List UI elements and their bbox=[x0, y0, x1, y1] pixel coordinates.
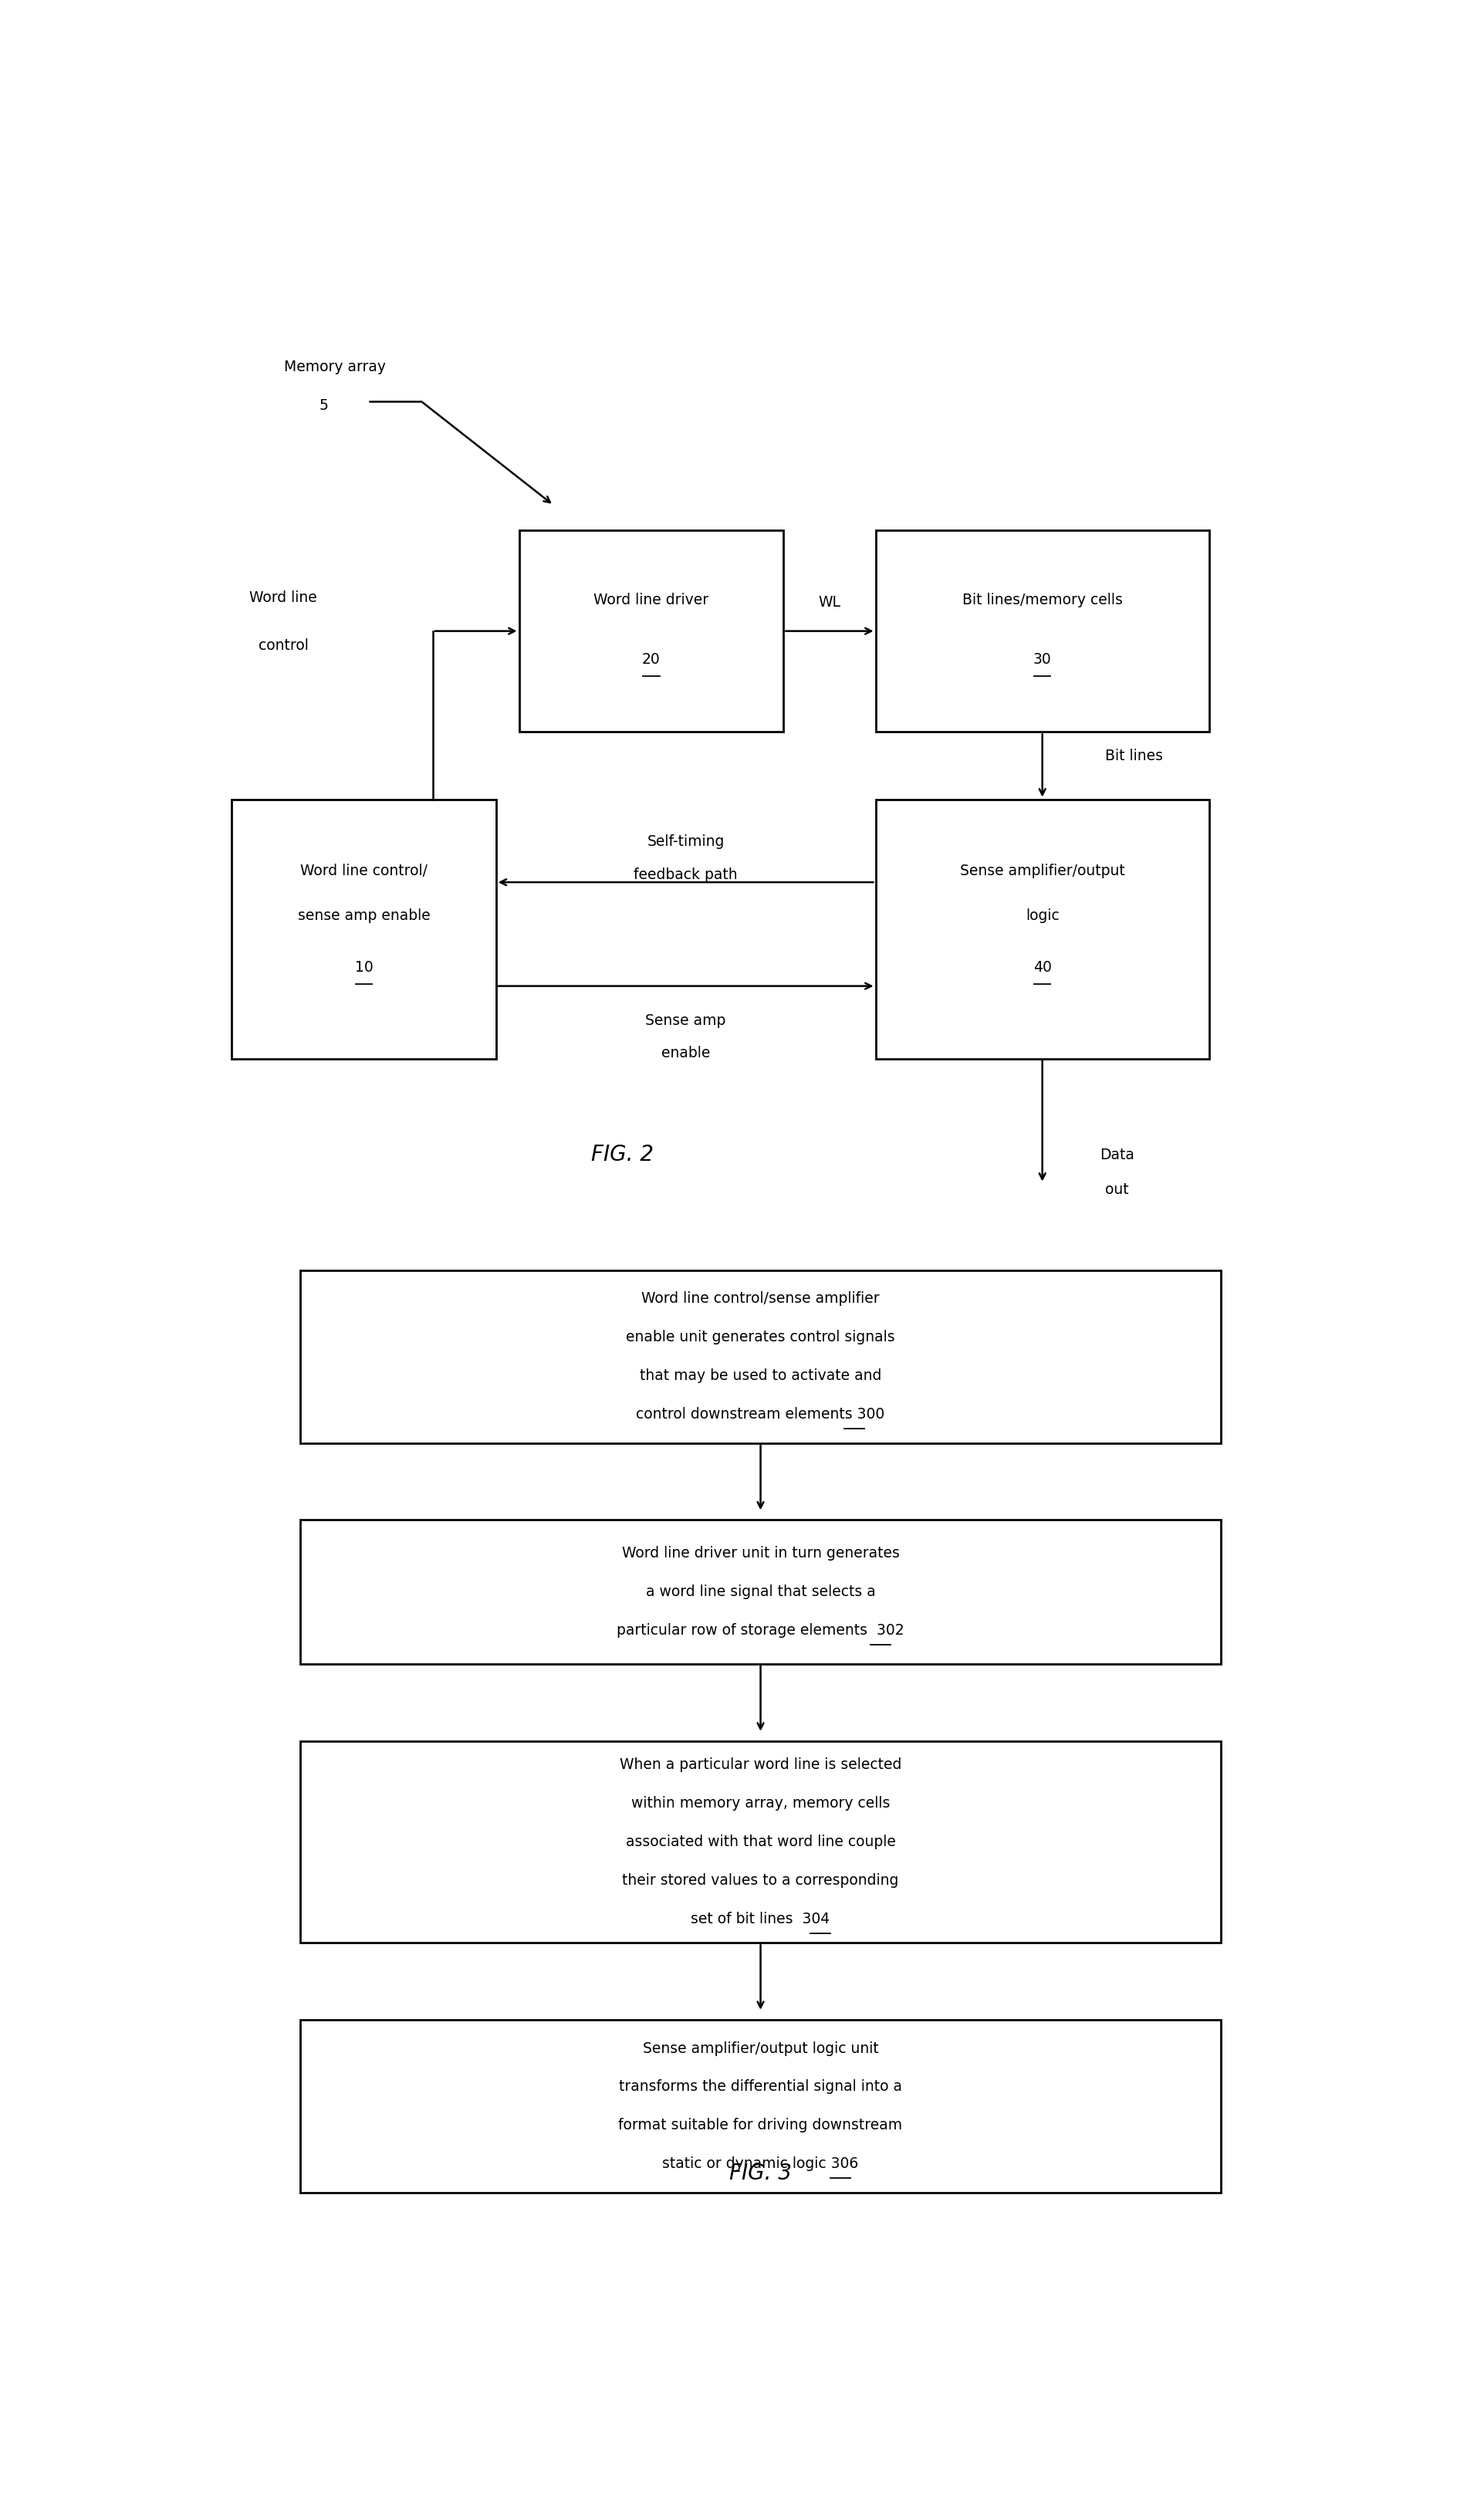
Text: a word line signal that selects a: a word line signal that selects a bbox=[646, 1585, 876, 1600]
Text: 20: 20 bbox=[643, 651, 660, 666]
Text: Word line driver unit in turn generates: Word line driver unit in turn generates bbox=[622, 1545, 899, 1560]
Text: FIG. 2: FIG. 2 bbox=[591, 1143, 654, 1166]
Text: format suitable for driving downstream: format suitable for driving downstream bbox=[619, 2119, 902, 2132]
Text: WL: WL bbox=[818, 594, 841, 609]
FancyBboxPatch shape bbox=[301, 1270, 1221, 1443]
Text: sense amp enable: sense amp enable bbox=[297, 909, 430, 924]
Text: control downstream elements 300: control downstream elements 300 bbox=[637, 1408, 884, 1423]
Text: particular row of storage elements  302: particular row of storage elements 302 bbox=[617, 1622, 904, 1637]
Text: logic: logic bbox=[1025, 909, 1060, 924]
FancyBboxPatch shape bbox=[876, 799, 1209, 1058]
FancyBboxPatch shape bbox=[232, 799, 496, 1058]
Text: Word line driver: Word line driver bbox=[594, 594, 709, 607]
Text: enable unit generates control signals: enable unit generates control signals bbox=[626, 1330, 895, 1345]
Text: set of bit lines  304: set of bit lines 304 bbox=[692, 1912, 830, 1927]
Text: 30: 30 bbox=[1033, 651, 1052, 666]
Text: static or dynamic logic 306: static or dynamic logic 306 bbox=[662, 2157, 859, 2172]
FancyBboxPatch shape bbox=[519, 529, 784, 731]
FancyBboxPatch shape bbox=[301, 1520, 1221, 1665]
Text: out: out bbox=[1106, 1183, 1129, 1196]
Text: Sense amp: Sense amp bbox=[646, 1013, 726, 1028]
FancyBboxPatch shape bbox=[876, 529, 1209, 731]
Text: feedback path: feedback path bbox=[634, 866, 738, 881]
Text: within memory array, memory cells: within memory array, memory cells bbox=[631, 1797, 890, 1810]
Text: 5: 5 bbox=[319, 397, 328, 412]
Text: control: control bbox=[258, 639, 309, 654]
Text: Self-timing: Self-timing bbox=[647, 834, 724, 849]
Text: Memory array: Memory array bbox=[283, 359, 386, 374]
Text: their stored values to a corresponding: their stored values to a corresponding bbox=[622, 1872, 899, 1887]
FancyBboxPatch shape bbox=[301, 1742, 1221, 1942]
Text: When a particular word line is selected: When a particular word line is selected bbox=[619, 1757, 902, 1772]
Text: Bit lines: Bit lines bbox=[1106, 749, 1163, 764]
Text: Sense amplifier/output logic unit: Sense amplifier/output logic unit bbox=[643, 2042, 879, 2057]
FancyBboxPatch shape bbox=[301, 2019, 1221, 2191]
Text: transforms the differential signal into a: transforms the differential signal into … bbox=[619, 2079, 902, 2094]
Text: Data: Data bbox=[1100, 1148, 1134, 1163]
Text: associated with that word line couple: associated with that word line couple bbox=[626, 1835, 895, 1850]
Text: FIG. 3: FIG. 3 bbox=[729, 2162, 792, 2184]
Text: enable: enable bbox=[662, 1046, 711, 1061]
Text: Sense amplifier/output: Sense amplifier/output bbox=[960, 864, 1125, 879]
Text: 10: 10 bbox=[355, 961, 372, 976]
Text: Word line control/sense amplifier: Word line control/sense amplifier bbox=[641, 1290, 880, 1305]
Text: Bit lines/memory cells: Bit lines/memory cells bbox=[962, 594, 1122, 607]
Text: Word line control/: Word line control/ bbox=[300, 864, 427, 879]
Text: that may be used to activate and: that may be used to activate and bbox=[640, 1368, 881, 1383]
Text: Word line: Word line bbox=[249, 589, 318, 604]
Text: 40: 40 bbox=[1033, 961, 1052, 976]
